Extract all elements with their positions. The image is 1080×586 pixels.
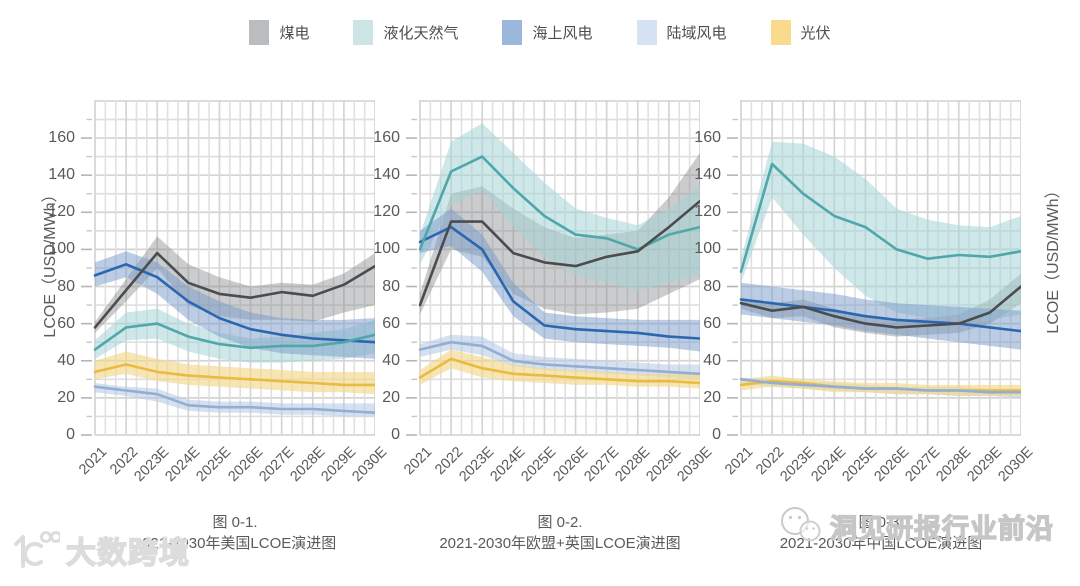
caption-line-2: 2021-2030年美国LCOE演进图: [133, 535, 337, 552]
y-tick-label: 160: [694, 129, 721, 147]
watermark-wechat-account: 洞见研报行业前沿: [778, 505, 1054, 547]
y-tick-label: 20: [57, 388, 75, 406]
y-tick-label: 0: [712, 426, 721, 443]
caption-line-1: 图 0-2.: [537, 514, 583, 531]
band-onshore: [420, 334, 700, 380]
legend-label: 液化天然气: [383, 25, 459, 42]
series-line-solar: [93, 363, 375, 387]
y-tick-label: 100: [694, 240, 721, 258]
y-tick-label: 0: [66, 426, 75, 443]
series-line-onshore: [93, 385, 375, 415]
watermark-bottom-left: 大数跨境: [8, 528, 190, 572]
series-line-offshore: [739, 298, 1021, 333]
y-tick-label: 160: [373, 129, 400, 147]
legend-label: 海上风电: [532, 25, 593, 42]
chart-plot-2: [406, 100, 700, 436]
legend-item-onshore: 陆域风电: [636, 20, 727, 45]
y-tick-label: 60: [703, 314, 721, 332]
y-tick-label: 60: [57, 314, 75, 332]
band-solar: [420, 349, 700, 389]
series-line-solar: [418, 357, 700, 385]
y-tick-label: 100: [48, 240, 75, 258]
y-tick-label: 40: [703, 351, 721, 369]
chart-plot-1: [81, 100, 375, 436]
legend-item-offshore: 海上风电: [502, 20, 593, 45]
band-offshore: [741, 282, 1021, 350]
y-tick-label: 20: [703, 388, 721, 406]
legend-swatch-coal: [249, 20, 270, 45]
legend-item-lng: 液化天然气: [353, 20, 458, 45]
y-tick-label: 100: [373, 240, 400, 258]
series-line-onshore: [418, 340, 700, 376]
y-tick-label: 40: [382, 351, 400, 369]
y-tick-label: 20: [382, 388, 400, 406]
legend-swatch-lng: [353, 20, 374, 45]
y-tick-label: 80: [382, 277, 400, 295]
legend-item-solar: 光伏: [770, 20, 831, 45]
y-tick-label: 140: [694, 166, 721, 184]
series-line-coal: [739, 285, 1021, 329]
series-line-coal: [93, 251, 375, 329]
series-line-onshore: [739, 377, 1021, 394]
chart-plot-3: [727, 100, 1021, 436]
band-offshore: [95, 251, 375, 359]
watermark-text: 洞见研报行业前沿: [829, 513, 1054, 544]
series-line-offshore: [418, 225, 700, 340]
caption-line-1: 图 0-3.: [858, 514, 904, 531]
y-tick-label: 140: [48, 166, 75, 184]
series-line-coal: [418, 199, 700, 307]
caption-line-1: 图 0-1.: [212, 514, 258, 531]
series-line-lng: [739, 162, 1021, 273]
legend-label: 煤电: [279, 25, 310, 42]
y-tick-label: 40: [57, 351, 75, 369]
caption-line-2: 2021-2030年欧盟+英国LCOE演进图: [439, 535, 681, 552]
y-tick-label: 60: [382, 314, 400, 332]
y-tick-label: 140: [373, 166, 400, 184]
dashukuajing-logo-icon: [14, 531, 60, 568]
y-tick-label: 120: [694, 203, 721, 221]
series-line-lng: [418, 155, 700, 251]
chart-caption-3: 图 0-3. 2021-2030年中国LCOE演进图: [721, 512, 1041, 554]
legend-swatch-solar: [770, 20, 791, 45]
chart-caption-1: 图 0-1. 2021-2030年美国LCOE演进图: [75, 512, 395, 554]
legend-swatch-onshore: [636, 20, 657, 45]
y-tick-label: 120: [373, 203, 400, 221]
y-axis-title-right: LCOE（USD/MWh）: [1045, 182, 1062, 334]
legend-item-coal: 煤电: [249, 20, 309, 45]
chart-caption-2: 图 0-2. 2021-2030年欧盟+英国LCOE演进图: [400, 512, 720, 554]
legend-label: 光伏: [800, 25, 831, 42]
y-tick-label: 80: [703, 277, 721, 295]
y-tick-label: 120: [48, 203, 75, 221]
y-tick-label: 0: [391, 426, 400, 443]
y-tick-label: 80: [57, 277, 75, 295]
y-axis-title-left: LCOE（USD/MWh）: [42, 186, 59, 338]
wechat-smiley-icon: [781, 507, 821, 542]
legend: 煤电 液化天然气 海上风电 陆域风电 光伏: [0, 20, 1080, 45]
caption-line-2: 2021-2030年中国LCOE演进图: [779, 535, 983, 552]
watermark-text: 大数跨境: [65, 536, 190, 571]
legend-label: 陆域风电: [666, 25, 727, 42]
legend-swatch-offshore: [502, 20, 523, 45]
series-line-lng: [93, 322, 375, 351]
y-tick-label: 160: [48, 129, 75, 147]
band-lng: [741, 141, 1021, 320]
